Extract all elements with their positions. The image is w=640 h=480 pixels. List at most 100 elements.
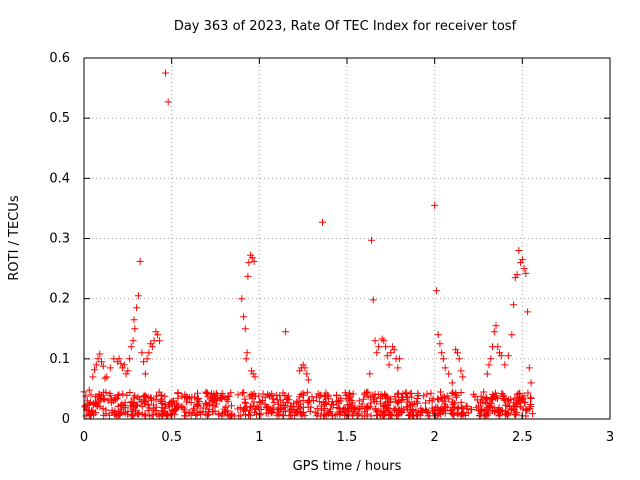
baseline-point xyxy=(431,412,439,420)
baseline-point xyxy=(408,393,416,401)
baseline-point xyxy=(89,407,97,415)
data-point xyxy=(131,325,139,333)
baseline-point xyxy=(333,410,341,418)
data-point xyxy=(497,352,505,360)
baseline-point xyxy=(113,410,121,418)
data-point xyxy=(113,358,121,366)
baseline-point xyxy=(223,395,231,403)
data-point xyxy=(84,397,91,405)
baseline-point xyxy=(256,398,264,406)
baseline-point xyxy=(106,390,114,398)
data-point xyxy=(490,328,498,336)
data-point xyxy=(152,328,160,336)
baseline-point xyxy=(126,389,134,396)
data-point xyxy=(87,391,95,399)
data-point xyxy=(133,304,141,312)
data-point xyxy=(299,361,307,369)
baseline-point xyxy=(250,390,258,398)
baseline-point xyxy=(472,404,480,412)
baseline-point xyxy=(429,395,437,403)
baseline-point xyxy=(94,402,101,410)
baseline-point xyxy=(164,411,172,419)
baseline-point xyxy=(373,412,381,420)
baseline-point xyxy=(512,411,519,419)
baseline-point xyxy=(202,388,210,396)
baseline-point xyxy=(377,390,385,398)
baseline-point xyxy=(397,407,405,415)
baseline-point xyxy=(372,398,380,406)
baseline-point xyxy=(135,409,143,417)
baseline-point xyxy=(142,412,150,420)
data-point xyxy=(248,254,256,262)
baseline-point xyxy=(437,388,444,396)
baseline-point xyxy=(371,390,379,398)
baseline-point xyxy=(502,401,509,409)
baseline-point xyxy=(102,388,110,396)
baseline-point xyxy=(313,405,321,413)
baseline-point xyxy=(267,407,275,415)
baseline-point xyxy=(500,395,508,402)
baseline-point xyxy=(355,410,363,418)
baseline-point xyxy=(386,398,394,406)
data-point xyxy=(164,98,172,106)
data-point xyxy=(396,355,404,363)
baseline-point xyxy=(311,408,319,416)
baseline-point xyxy=(481,398,489,406)
baseline-point xyxy=(116,409,124,417)
data-point xyxy=(94,355,102,363)
baseline-point xyxy=(144,407,152,415)
baseline-point xyxy=(516,399,524,407)
baseline-point xyxy=(261,400,269,408)
axis-ticks xyxy=(83,57,611,420)
baseline-point xyxy=(524,406,532,414)
baseline-point xyxy=(155,388,163,396)
data-point xyxy=(485,361,493,369)
baseline-point xyxy=(81,402,89,410)
baseline-point xyxy=(306,408,314,415)
data-point xyxy=(504,352,512,360)
baseline-point xyxy=(241,395,249,403)
baseline-point xyxy=(138,410,146,418)
baseline-point xyxy=(265,404,273,412)
baseline-point xyxy=(273,409,281,417)
baseline-point xyxy=(457,411,465,418)
data-point xyxy=(143,355,151,363)
data-point xyxy=(129,337,137,345)
baseline-point xyxy=(174,404,181,412)
data-point xyxy=(238,295,246,303)
data-point xyxy=(382,343,390,351)
baseline-point xyxy=(445,395,453,403)
baseline-point xyxy=(284,399,292,407)
baseline-point xyxy=(498,407,506,415)
baseline-point xyxy=(265,391,273,399)
baseline-point xyxy=(527,394,534,402)
data-point xyxy=(517,259,525,267)
baseline-point xyxy=(239,389,247,397)
baseline-point xyxy=(345,396,353,404)
baseline-point xyxy=(216,395,224,403)
baseline-point xyxy=(140,399,148,407)
baseline-point xyxy=(119,390,127,398)
baseline-point xyxy=(140,392,148,400)
baseline-point xyxy=(395,397,403,405)
baseline-point xyxy=(512,400,520,408)
baseline-point xyxy=(281,407,289,415)
baseline-point xyxy=(322,411,330,419)
baseline-point xyxy=(319,398,327,406)
data-point xyxy=(249,370,257,378)
baseline-point xyxy=(151,407,159,415)
baseline-point xyxy=(507,406,515,414)
data-point xyxy=(390,346,398,354)
baseline-point xyxy=(194,389,201,397)
baseline-point xyxy=(115,391,123,399)
data-point xyxy=(136,257,144,265)
baseline-point xyxy=(470,390,478,398)
baseline-point xyxy=(242,411,249,419)
baseline-point xyxy=(279,412,287,420)
baseline-point xyxy=(255,392,263,400)
baseline-point xyxy=(377,400,385,408)
data-point xyxy=(385,361,393,369)
data-point xyxy=(251,373,259,381)
baseline-point xyxy=(292,408,300,416)
baseline-point xyxy=(205,401,213,409)
